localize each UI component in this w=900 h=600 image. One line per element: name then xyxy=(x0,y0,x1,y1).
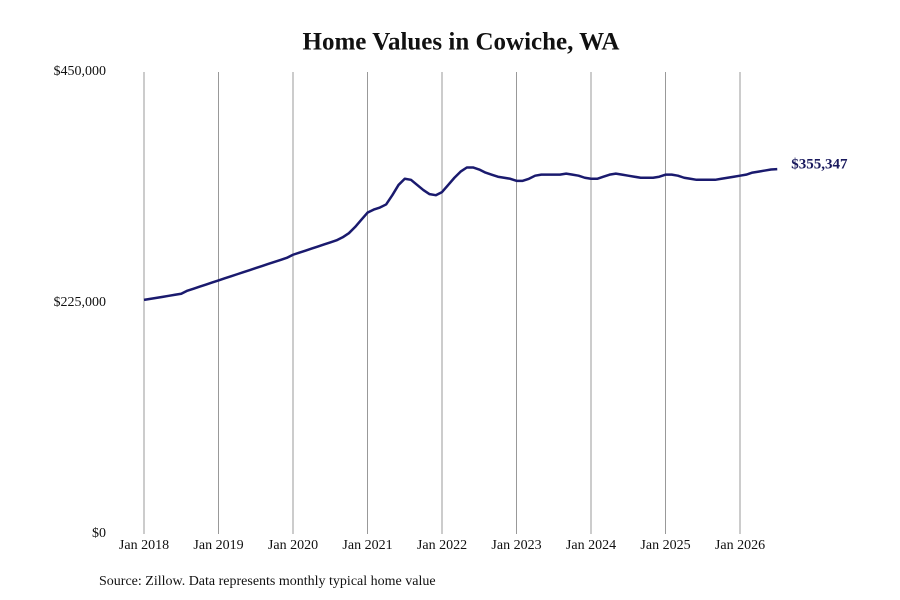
y-tick-label: $0 xyxy=(92,526,106,541)
x-tick-label: Jan 2018 xyxy=(119,538,169,553)
end-value-label: $355,347 xyxy=(791,157,848,173)
x-tick-label: Jan 2025 xyxy=(640,538,690,553)
source-note: Source: Zillow. Data represents monthly … xyxy=(99,574,436,589)
chart-title: Home Values in Cowiche, WA xyxy=(303,29,620,56)
x-tick-label: Jan 2022 xyxy=(417,538,467,553)
y-tick-label: $450,000 xyxy=(54,64,107,79)
x-tick-label: Jan 2021 xyxy=(342,538,392,553)
x-tick-label: Jan 2019 xyxy=(193,538,243,553)
y-tick-label: $225,000 xyxy=(54,295,107,310)
x-tick-label: Jan 2020 xyxy=(268,538,318,553)
x-tick-label: Jan 2024 xyxy=(566,538,616,553)
x-tick-label: Jan 2023 xyxy=(491,538,541,553)
x-tick-label: Jan 2026 xyxy=(715,538,765,553)
line-series xyxy=(143,166,778,302)
